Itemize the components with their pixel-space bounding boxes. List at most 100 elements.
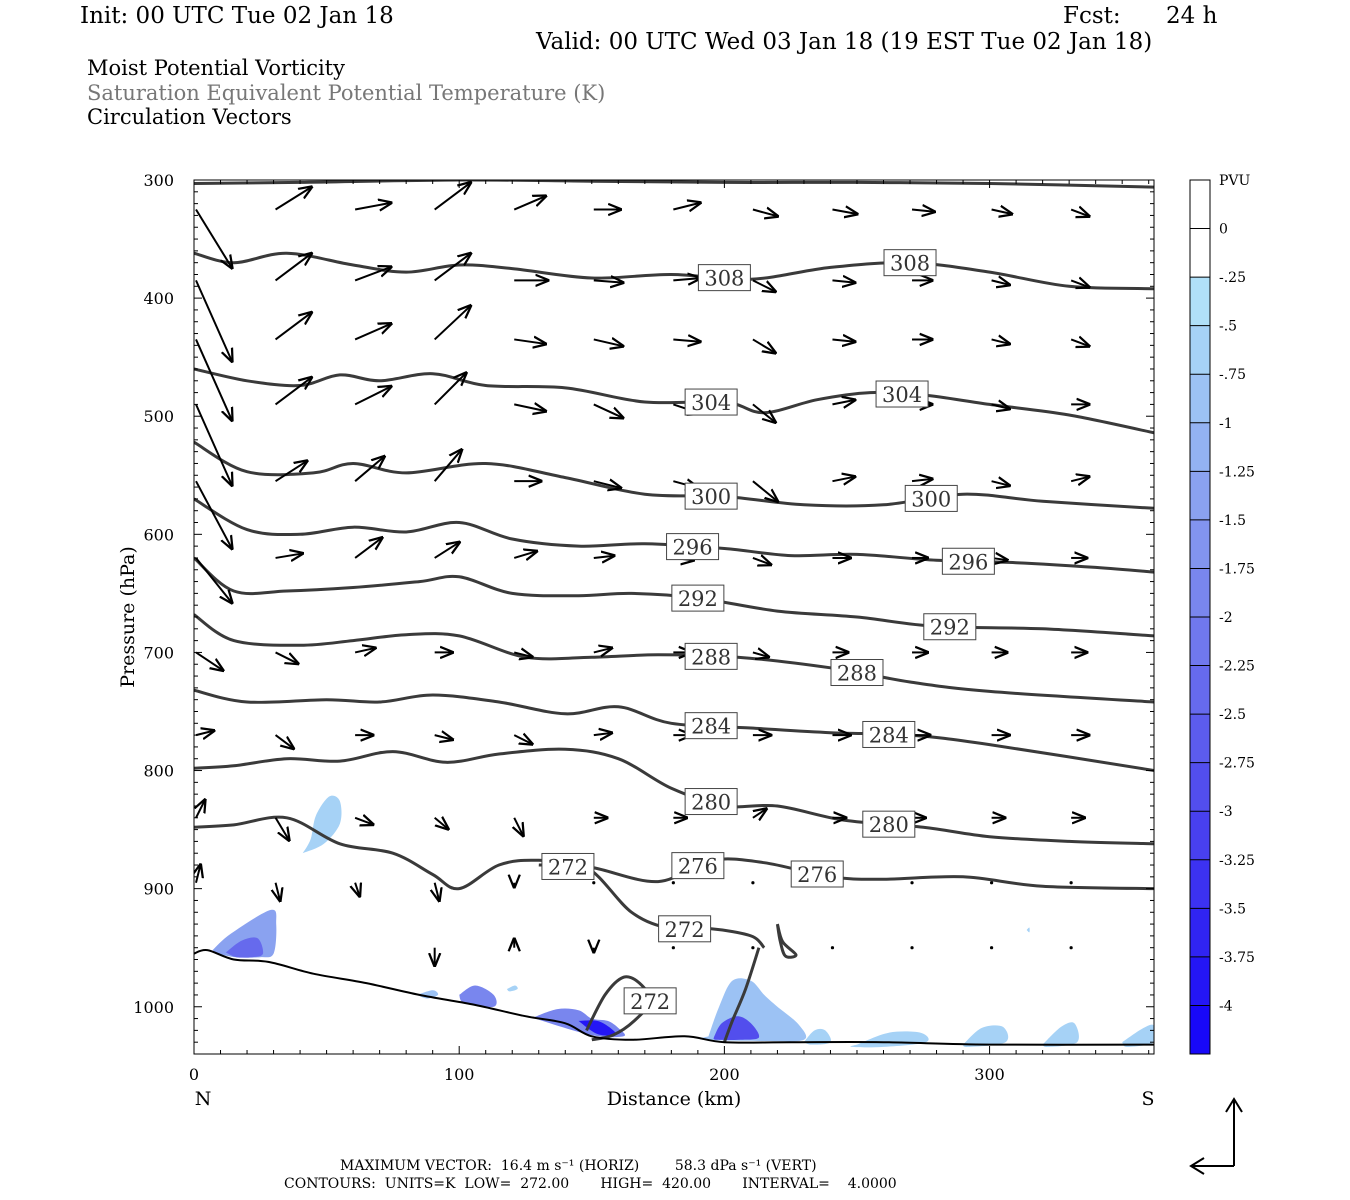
vector-arrow (354, 456, 384, 482)
colorbar-tick-label: -.5 (1219, 319, 1237, 335)
vector-arrow (752, 210, 778, 217)
vector-arrow (354, 267, 391, 282)
x-tick-label: 100 (444, 1065, 475, 1084)
vector-arrow (593, 648, 612, 653)
vector-arrow (752, 558, 771, 565)
colorbar-swatch (1190, 374, 1210, 424)
contour-label: 276 (671, 852, 725, 880)
colorbar-swatch (1190, 714, 1210, 764)
svg-text:296: 296 (948, 550, 988, 574)
vector-arrow (514, 404, 546, 411)
vector-arrow (354, 386, 391, 406)
vector-arrow (275, 461, 308, 483)
colorbar-units: PVU (1219, 173, 1251, 189)
colorbar-tick-label: -1.5 (1219, 513, 1246, 529)
colorbar-tick-label: -3 (1219, 804, 1233, 820)
vector-arrow (1070, 339, 1089, 346)
contour-label: 272 (623, 987, 677, 1015)
mpv-shade-region (1122, 1024, 1154, 1047)
svg-text:292: 292 (678, 587, 718, 611)
mpv-shade-region (302, 795, 342, 854)
mpv-shade-region (1026, 927, 1030, 933)
svg-text:288: 288 (837, 662, 877, 686)
theta-es-contour (194, 367, 1154, 435)
vector-arrow (911, 210, 935, 212)
colorbar-swatch (1190, 568, 1210, 618)
vector-arrow (433, 450, 462, 482)
vector-arrow (274, 312, 312, 341)
vector-arrow (195, 279, 232, 361)
vector-arrow (275, 187, 312, 211)
vector-arrow (991, 404, 1010, 409)
vector-arrow (196, 865, 201, 883)
theta-es-contour (722, 947, 761, 1043)
vector-arrow (910, 881, 914, 885)
colorbar-swatch (1190, 762, 1210, 812)
vector-arrow (832, 400, 855, 405)
contour-label: 308 (697, 264, 751, 292)
y-tick-label: 500 (143, 407, 174, 426)
contour-label: 272 (658, 915, 712, 943)
colorbar-tick-label: -3.5 (1219, 901, 1246, 917)
vector-arrow (274, 817, 290, 841)
vector-arrow (275, 651, 299, 663)
svg-text:284: 284 (869, 723, 909, 747)
circulation-vectors (196, 183, 1089, 966)
title-mpv: Moist Potential Vorticity (87, 56, 345, 80)
y-tick-label: 800 (143, 762, 174, 781)
svg-text:300: 300 (911, 487, 951, 511)
colorbar-tick-label: -.75 (1219, 367, 1246, 383)
colorbar-tick-label: -2.75 (1219, 756, 1255, 772)
vector-arrow (832, 477, 855, 482)
y-tick-label: 400 (143, 289, 174, 308)
contour-label: 304 (875, 380, 929, 408)
vector-arrow (832, 339, 855, 341)
svg-text:296: 296 (673, 536, 713, 560)
svg-text:284: 284 (691, 715, 731, 739)
y-tick-label: 700 (143, 643, 174, 662)
contour-label: 280 (684, 788, 738, 816)
x-tick-label: 0 (189, 1065, 199, 1084)
colorbar-tick-label: -3.25 (1219, 853, 1255, 869)
vector-arrow (910, 946, 914, 950)
theta-es-contour (194, 440, 1154, 510)
vector-arrow (673, 278, 700, 280)
vector-arrow (354, 818, 373, 825)
vector-arrow (434, 253, 471, 282)
title-theta-es: Saturation Equivalent Potential Temperat… (87, 81, 606, 105)
terrain-line (194, 948, 1154, 1046)
vector-arrow (434, 542, 460, 559)
vector-arrow (673, 203, 700, 210)
vector-arrow (751, 881, 755, 885)
colorbar-swatch (1190, 1005, 1210, 1055)
colorbar: 0 -.25 -.5 -.75 -1 -1.25 -1.5 -1.75 -2 -2.25 -2.5 -… (1189, 179, 1255, 1055)
vector-arrow (752, 279, 776, 291)
reference-vector-icon (1189, 1097, 1243, 1175)
colorbar-tick-label: -1 (1219, 416, 1233, 432)
svg-text:288: 288 (691, 645, 731, 669)
vector-arrow (592, 881, 596, 885)
contour-label: 300 (904, 484, 958, 512)
colorbar-swatch (1190, 908, 1210, 958)
vector-arrow (195, 339, 232, 420)
vector-arrow (514, 817, 523, 836)
max-vector-note: MAXIMUM VECTOR: 16.4 m s⁻¹ (HORIZ) 58.3 … (340, 1158, 817, 1174)
vector-arrow (195, 403, 232, 485)
terrain-profile (194, 948, 1154, 1046)
colorbar-tick-label: -2.5 (1219, 707, 1246, 723)
contour-label: 284 (684, 712, 738, 740)
mpv-shade-region (713, 1016, 760, 1041)
theta-es-contour (194, 688, 1154, 772)
vector-arrow (593, 339, 623, 346)
colorbar-tick-label: -4 (1219, 998, 1233, 1014)
vector-arrow (1069, 881, 1073, 885)
vector-arrow (434, 183, 471, 211)
svg-text:276: 276 (797, 863, 837, 887)
vector-arrow (513, 735, 532, 744)
mpv-shade-region (1042, 1022, 1079, 1047)
svg-text:272: 272 (665, 918, 705, 942)
x-axis-title: Distance (km) (607, 1088, 742, 1110)
contour-label: 304 (684, 388, 738, 416)
theta-es-contour (194, 613, 1154, 704)
svg-text:308: 308 (890, 252, 930, 276)
